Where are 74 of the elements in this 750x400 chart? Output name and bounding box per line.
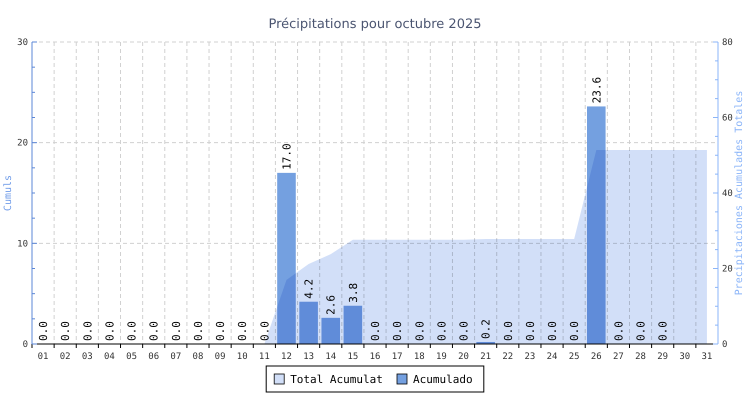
data-label: 0.0 xyxy=(612,321,626,341)
data-label: 0.0 xyxy=(435,321,448,341)
x-tick-label: 15 xyxy=(347,352,358,362)
x-tick-label: 03 xyxy=(82,352,93,362)
x-tick-label: 27 xyxy=(612,352,624,362)
data-label: 23.6 xyxy=(590,76,604,104)
data-label: 0.0 xyxy=(656,321,670,341)
x-tick-label: 17 xyxy=(392,352,403,362)
x-tick-label: 04 xyxy=(104,352,115,362)
data-label: 4.2 xyxy=(302,278,316,299)
x-tick-label: 20 xyxy=(458,352,469,362)
y-tick-label: 0 xyxy=(22,340,28,350)
data-label: 2.6 xyxy=(324,294,338,315)
x-tick-label: 12 xyxy=(281,352,292,362)
x-tick-label: 26 xyxy=(590,352,602,362)
data-label: 0.0 xyxy=(258,321,272,341)
x-tick-label: 06 xyxy=(148,352,160,362)
data-label: 0.0 xyxy=(214,321,228,341)
x-tick-label: 05 xyxy=(126,352,138,362)
y-tick-label: 10 xyxy=(17,239,28,250)
x-tick-label: 29 xyxy=(657,352,668,362)
data-label: 0.0 xyxy=(458,321,471,341)
data-label: 0.0 xyxy=(81,321,94,341)
x-tick-label: 10 xyxy=(236,352,248,362)
data-label: 0.0 xyxy=(170,321,183,341)
data-label: 0.0 xyxy=(391,321,404,341)
data-label: 0.2 xyxy=(480,319,493,339)
x-tick-label: 13 xyxy=(303,352,314,362)
data-label: 0.0 xyxy=(126,321,139,341)
data-label: 0.0 xyxy=(103,321,116,341)
data-label: 0.0 xyxy=(369,321,382,341)
x-tick-label: 08 xyxy=(192,352,204,362)
x-tick-label: 28 xyxy=(635,352,646,362)
data-label: 0.0 xyxy=(59,321,72,341)
data-label: 3.8 xyxy=(346,282,360,303)
x-tick-label: 23 xyxy=(524,352,536,362)
y-tick-label: 30 xyxy=(17,38,28,48)
y2-tick-label: 40 xyxy=(722,189,733,199)
y2-axis-title: Precipitaciones Acumulades Totales xyxy=(734,90,745,296)
x-tick-label: 11 xyxy=(258,352,270,362)
data-label: 0.0 xyxy=(546,321,560,341)
data-label: 0.0 xyxy=(413,321,426,341)
x-tick-label: 01 xyxy=(38,352,48,362)
data-label: 0.0 xyxy=(236,321,250,341)
y2-tick-label: 80 xyxy=(722,38,733,48)
x-tick-label: 25 xyxy=(568,352,580,362)
x-tick-label: 19 xyxy=(436,352,447,362)
data-label: 17.0 xyxy=(280,143,294,170)
x-tick-label: 09 xyxy=(214,352,226,362)
x-tick-label: 18 xyxy=(414,352,425,362)
x-tick-label: 22 xyxy=(502,352,514,362)
data-label: 0.0 xyxy=(568,321,582,341)
data-label: 0.0 xyxy=(524,321,537,341)
x-tick-label: 31 xyxy=(702,352,712,362)
legend-label: Total Acumulat xyxy=(290,373,383,386)
data-label: 0.0 xyxy=(634,321,648,341)
x-tick-label: 07 xyxy=(170,352,182,362)
data-label: 0.0 xyxy=(192,321,205,341)
x-tick-label: 21 xyxy=(480,352,492,362)
legend-label: Acumulado xyxy=(413,373,473,386)
y2-tick-label: 20 xyxy=(722,264,733,274)
y-axis-title: Cumuls xyxy=(3,174,14,212)
y-tick-label: 20 xyxy=(17,138,28,149)
data-label: 0.0 xyxy=(148,321,161,341)
x-tick-label: 30 xyxy=(679,352,690,362)
x-tick-label: 14 xyxy=(325,352,336,362)
y2-tick-label: 60 xyxy=(722,114,733,124)
x-tick-label: 02 xyxy=(60,352,71,362)
y2-tick-label: 0 xyxy=(722,340,728,350)
data-label: 0.0 xyxy=(502,321,515,341)
chart-title: Précipitations pour octubre 2025 xyxy=(268,17,482,32)
x-tick-label: 16 xyxy=(370,352,380,362)
data-label: 0.0 xyxy=(37,321,50,341)
x-tick-label: 24 xyxy=(546,352,558,362)
